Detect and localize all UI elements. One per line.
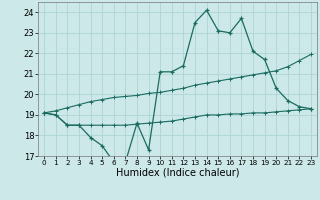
X-axis label: Humidex (Indice chaleur): Humidex (Indice chaleur) — [116, 168, 239, 178]
